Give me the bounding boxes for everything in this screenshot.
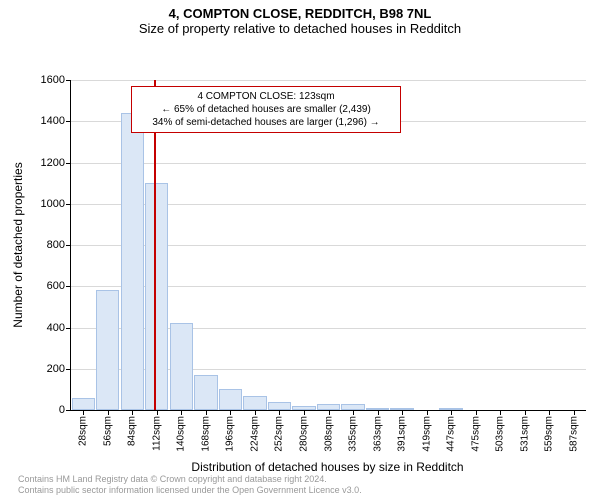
gridline: [71, 163, 586, 164]
xtick-mark: [549, 410, 550, 415]
title-sub: Size of property relative to detached ho…: [0, 21, 600, 36]
ytick-label: 200: [47, 363, 71, 375]
histogram-bar: [121, 113, 144, 410]
x-axis-label: Distribution of detached houses by size …: [191, 460, 463, 474]
histogram-bar: [243, 396, 266, 410]
histogram-bar: [219, 389, 242, 410]
xtick-mark: [157, 410, 158, 415]
ytick-label: 400: [47, 322, 71, 334]
xtick-label: 168sqm: [200, 416, 211, 452]
histogram-bar: [96, 290, 119, 410]
xtick-mark: [255, 410, 256, 415]
xtick-label: 112sqm: [151, 416, 162, 451]
credit-line-1: Contains HM Land Registry data © Crown c…: [18, 474, 590, 485]
xtick-mark: [378, 410, 379, 415]
xtick-label: 280sqm: [298, 416, 309, 452]
credit-line-2: Contains public sector information licen…: [18, 485, 590, 496]
xtick-mark: [83, 410, 84, 415]
xtick-mark: [476, 410, 477, 415]
plot-area: 0200400600800100012001400160028sqm56sqm8…: [70, 80, 586, 411]
histogram-bar: [145, 183, 168, 410]
ytick-label: 600: [47, 280, 71, 292]
xtick-mark: [427, 410, 428, 415]
annotation-line: 34% of semi-detached houses are larger (…: [138, 116, 394, 129]
ytick-label: 800: [47, 239, 71, 251]
xtick-mark: [108, 410, 109, 415]
xtick-label: 84sqm: [127, 416, 138, 446]
xtick-mark: [304, 410, 305, 415]
xtick-label: 252sqm: [274, 416, 285, 452]
histogram-bar: [268, 402, 291, 410]
xtick-mark: [132, 410, 133, 415]
xtick-label: 447sqm: [446, 416, 457, 452]
annotation-line: 4 COMPTON CLOSE: 123sqm: [138, 90, 394, 103]
xtick-label: 587sqm: [568, 416, 579, 452]
xtick-mark: [574, 410, 575, 415]
xtick-mark: [230, 410, 231, 415]
xtick-label: 140sqm: [176, 416, 187, 452]
xtick-label: 196sqm: [225, 416, 236, 452]
ytick-label: 1000: [41, 198, 71, 210]
xtick-label: 56sqm: [102, 416, 113, 446]
xtick-label: 559sqm: [544, 416, 555, 452]
xtick-label: 335sqm: [348, 416, 359, 452]
xtick-label: 503sqm: [495, 416, 506, 452]
xtick-mark: [402, 410, 403, 415]
annotation-box: 4 COMPTON CLOSE: 123sqm← 65% of detached…: [131, 86, 401, 133]
ytick-label: 0: [59, 404, 71, 416]
gridline: [71, 80, 586, 81]
chart-area: Number of detached properties 0200400600…: [0, 36, 600, 456]
xtick-mark: [329, 410, 330, 415]
xtick-mark: [279, 410, 280, 415]
xtick-mark: [500, 410, 501, 415]
xtick-label: 419sqm: [421, 416, 432, 452]
xtick-mark: [206, 410, 207, 415]
xtick-label: 391sqm: [397, 416, 408, 452]
xtick-label: 224sqm: [249, 416, 260, 452]
ytick-label: 1600: [41, 74, 71, 86]
xtick-mark: [353, 410, 354, 415]
xtick-mark: [525, 410, 526, 415]
histogram-bar: [170, 323, 193, 410]
y-axis-label: Number of detached properties: [11, 162, 25, 327]
ytick-label: 1200: [41, 157, 71, 169]
xtick-mark: [181, 410, 182, 415]
xtick-label: 531sqm: [519, 416, 530, 452]
ytick-label: 1400: [41, 115, 71, 127]
histogram-bar: [72, 398, 95, 410]
xtick-mark: [451, 410, 452, 415]
annotation-line: ← 65% of detached houses are smaller (2,…: [138, 103, 394, 116]
histogram-bar: [194, 375, 217, 410]
credit-text: Contains HM Land Registry data © Crown c…: [18, 474, 590, 497]
xtick-label: 363sqm: [372, 416, 383, 452]
xtick-label: 475sqm: [470, 416, 481, 452]
title-main: 4, COMPTON CLOSE, REDDITCH, B98 7NL: [0, 6, 600, 21]
xtick-label: 308sqm: [323, 416, 334, 452]
xtick-label: 28sqm: [78, 416, 89, 446]
